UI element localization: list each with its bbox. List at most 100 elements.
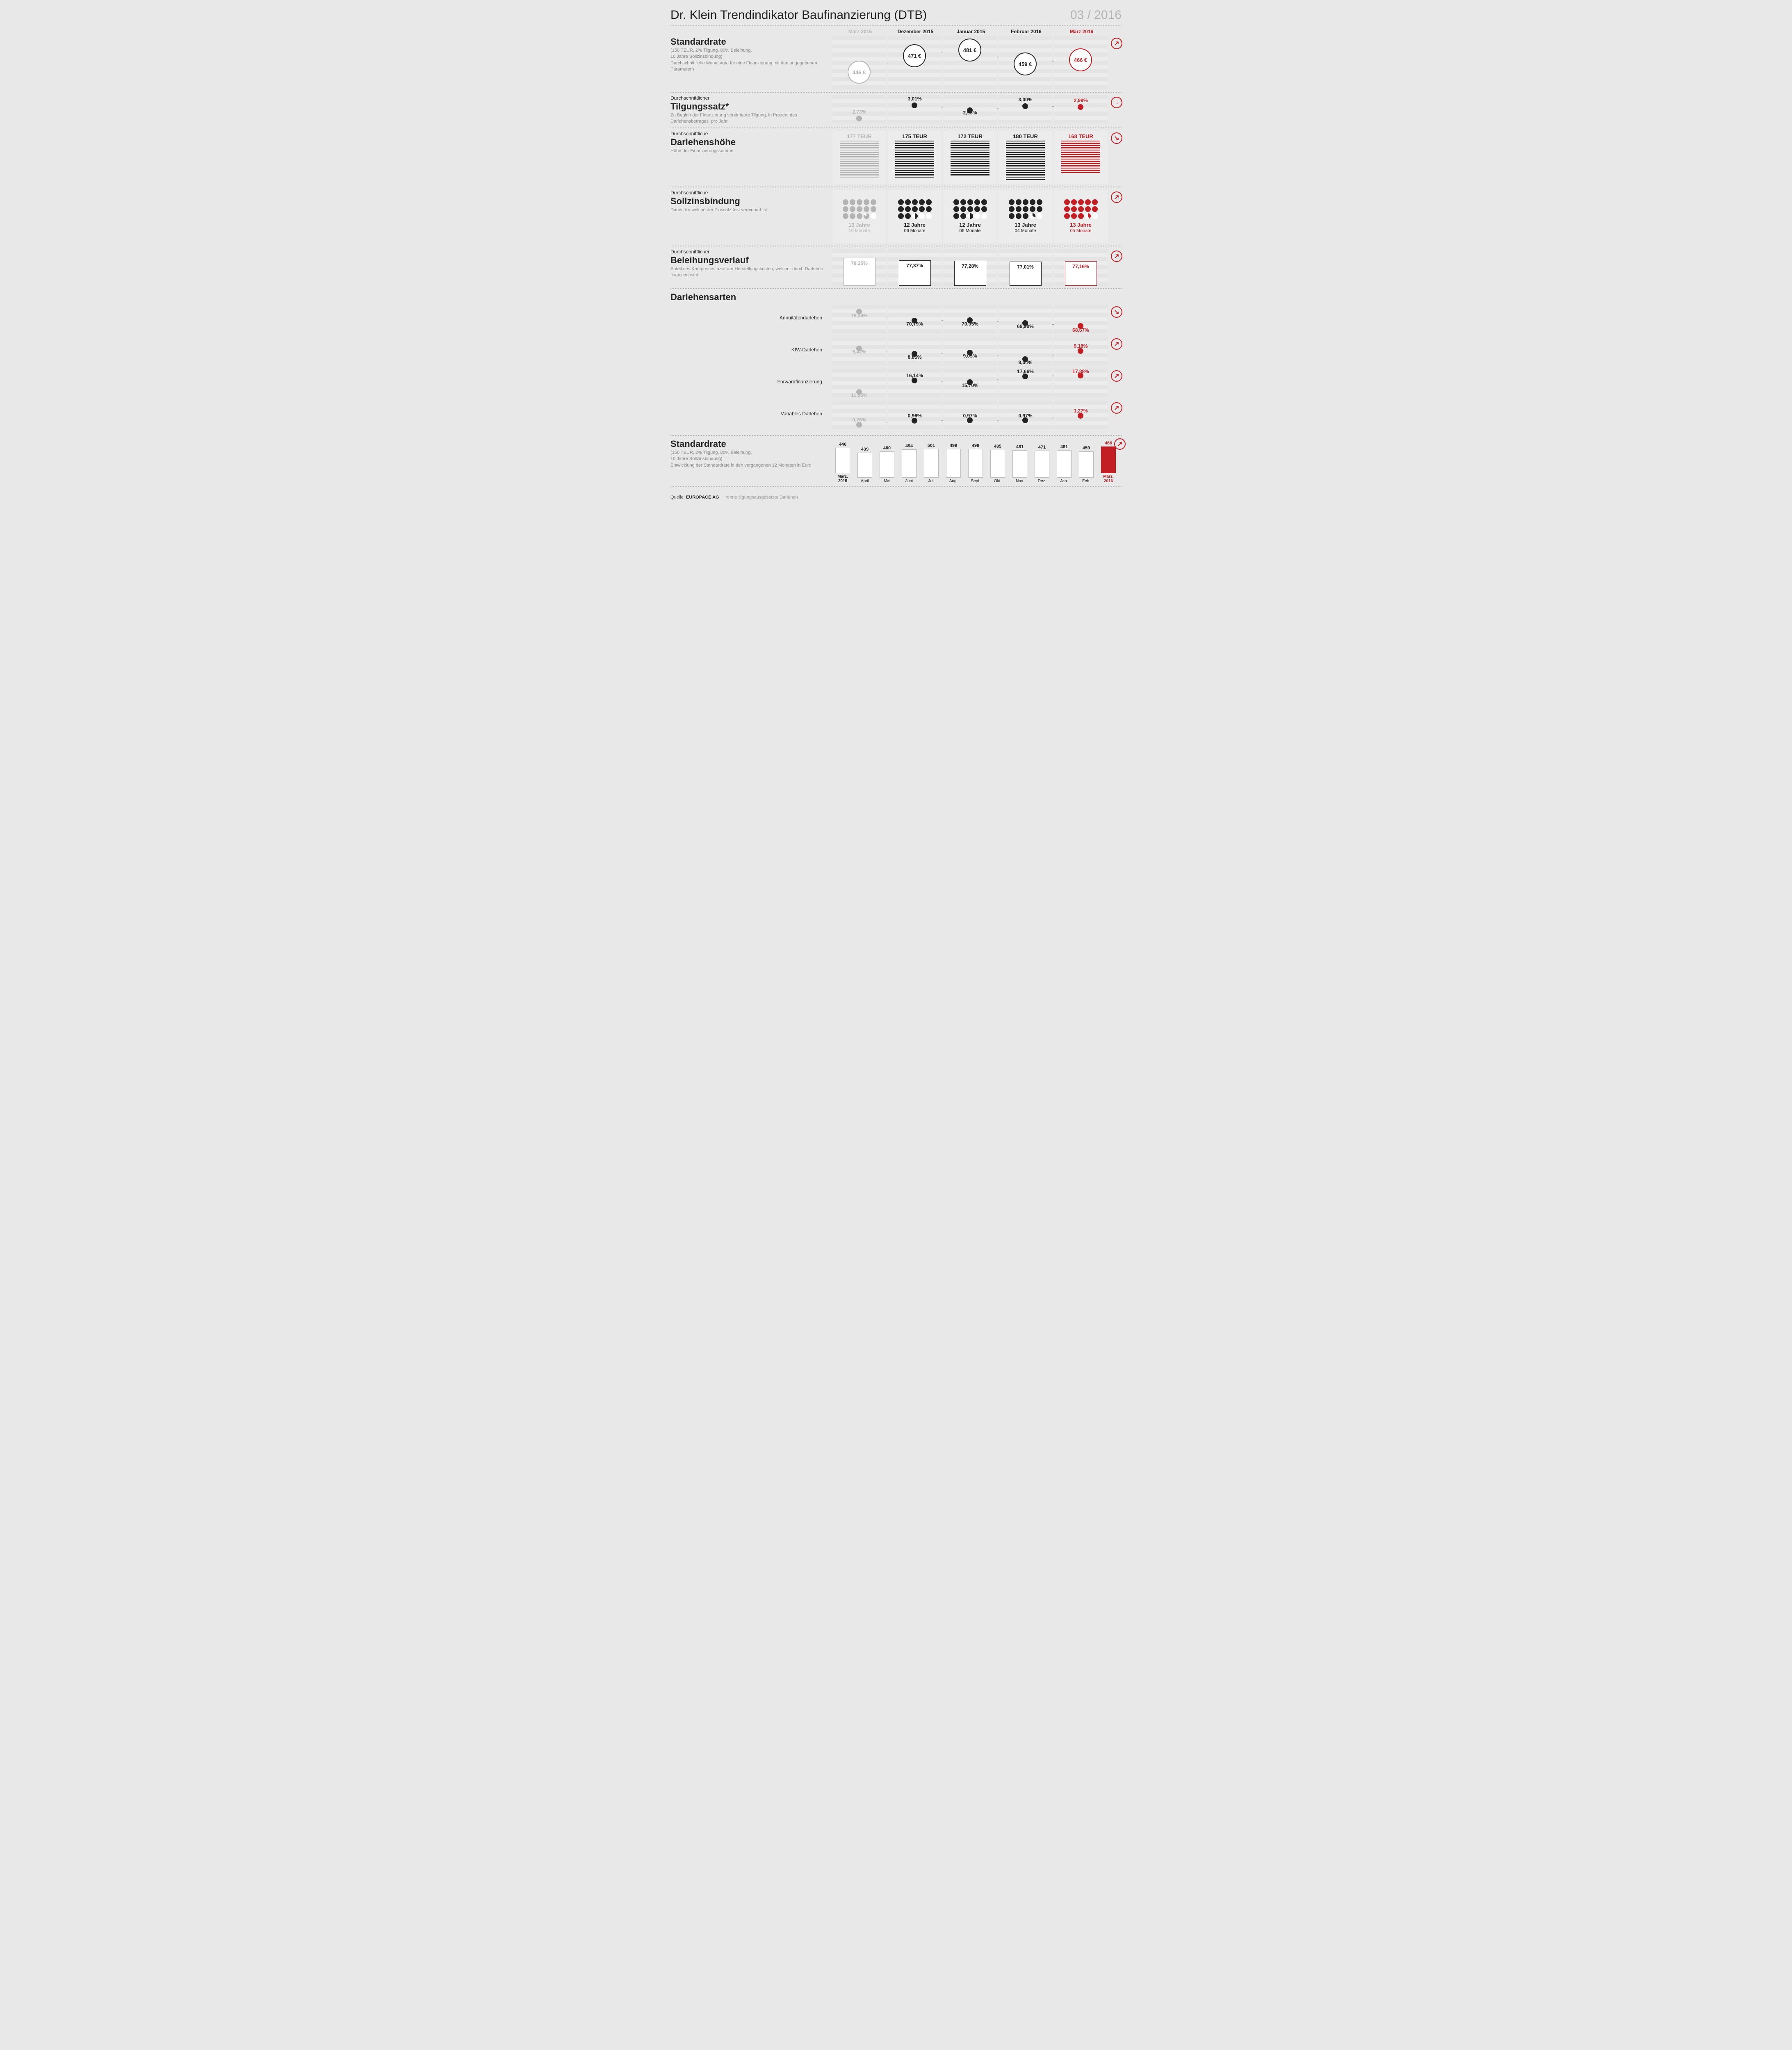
da-cell: 70,95% xyxy=(943,305,997,333)
sz-years: 13 Jahre xyxy=(1015,222,1036,228)
dot-label: 70,95% xyxy=(943,321,997,327)
bar xyxy=(1079,451,1094,478)
da-cell: 9,18% xyxy=(1054,337,1108,365)
beleihung-cells: 78,25% 77,37% 77,28% 77,01% 77,16% ↗ xyxy=(832,249,1108,286)
bar-label: Dez. xyxy=(1038,479,1046,483)
sz-cell: 12 Jahre 06 Monate xyxy=(888,190,942,243)
dot-label: 70,79% xyxy=(888,321,942,327)
col-header: Januar 2015 xyxy=(943,29,999,34)
trend-arrow-icon: ↗ xyxy=(1111,402,1122,414)
bar-label: Okt. xyxy=(994,479,1001,483)
data-dot xyxy=(912,418,917,424)
darlehen-title: Darlehenshöhe xyxy=(670,137,824,148)
sz-years: 12 Jahre xyxy=(959,222,981,228)
tilgung-cells: 2,73% 3,01% 2,93% 3,00% 2,99% → xyxy=(832,95,1108,125)
da-cell: 11,55% xyxy=(832,369,886,397)
da-cell: 75,34% xyxy=(832,305,886,333)
da-row: Annuitätendarlehen 75,34% 70,79% 70,95% … xyxy=(670,305,1122,333)
bar-value: 446 xyxy=(839,442,846,447)
rate-circle: 459 € xyxy=(1014,52,1037,75)
dh-label: 180 TEUR xyxy=(1013,133,1038,139)
dot-cell: 3,00% xyxy=(999,95,1052,124)
footer-source: Quelle: xyxy=(670,495,685,500)
col-header: März 2016 xyxy=(1054,29,1109,34)
dot-label: 2,73% xyxy=(832,109,886,115)
bar xyxy=(924,449,939,478)
da-cell: 70,79% xyxy=(888,305,942,333)
dh-cell: 180 TEUR xyxy=(999,131,1052,184)
da-cell: 17,88% xyxy=(1054,369,1108,397)
data-dot xyxy=(856,116,862,121)
bar-label: Jan. xyxy=(1060,479,1068,483)
sz-cell: 13 Jahre 05 Monate xyxy=(1054,190,1108,243)
da-row-label: Forwardfinanzierung xyxy=(670,369,832,397)
bar-value: 471 xyxy=(1038,445,1046,450)
da-cell: 0,97% xyxy=(999,401,1052,429)
bar-column: 481 Jan. xyxy=(1054,444,1074,483)
bar-column: 494 Juni xyxy=(899,444,919,483)
bar-value: 501 xyxy=(928,443,935,448)
bar-column: 499 Aug. xyxy=(943,443,964,483)
da-cells: 11,55% 16,14% 15,70% 17,66% 17,88% ↗ xyxy=(832,369,1108,397)
da-cell: 8,85% xyxy=(888,337,942,365)
history-bars: 446 März. 2015 439 April 460 Mai 494 Jun… xyxy=(832,438,1122,483)
bar-value: 494 xyxy=(905,444,913,449)
section-history: Standardrate (150 TEUR, 2% Tilgung, 80% … xyxy=(670,438,1122,483)
bar-label: Nov. xyxy=(1016,479,1024,483)
bar xyxy=(1035,451,1049,478)
da-cell: 17,66% xyxy=(999,369,1052,397)
sollzins-cells: 13 Jahre 10 Monate 12 Jahre 06 Monate 12… xyxy=(832,190,1108,243)
dh-label: 172 TEUR xyxy=(958,133,983,139)
bar xyxy=(857,453,872,478)
da-cells: 75,34% 70,79% 70,95% 69,90% 68,67% ↘ xyxy=(832,305,1108,333)
tilgung-pre: Durchschnittlicher xyxy=(670,95,824,101)
data-dot xyxy=(912,102,917,108)
bar-value: 481 xyxy=(1060,444,1068,449)
da-row-label: Variables Darlehen xyxy=(670,401,832,429)
sz-cell: 13 Jahre 10 Monate xyxy=(832,190,886,243)
dot-grid-icon xyxy=(953,199,987,219)
col-header: Dezember 2015 xyxy=(888,29,943,34)
bl-bar: 77,37% xyxy=(899,260,931,286)
col-header: Februar 2016 xyxy=(999,29,1054,34)
trend-arrow-icon: ↗ xyxy=(1111,251,1122,262)
bar xyxy=(1057,450,1072,478)
standardrate-title: Standardrate xyxy=(670,36,824,47)
bar-column: 471 Dez. xyxy=(1032,445,1052,483)
bar-value: 459 xyxy=(1083,446,1090,451)
da-cell: 16,14% xyxy=(888,369,942,397)
dot-grid-icon xyxy=(843,199,876,219)
section-tilgung: Durchschnittlicher Tilgungssatz* Zu Begi… xyxy=(670,95,1122,125)
dot-cell: 2,73% xyxy=(832,95,886,124)
bar-column: 460 Mai xyxy=(877,446,897,483)
data-dot xyxy=(1022,103,1028,109)
beleihung-sub: Anteil des Kaufpreises bzw. der Herstell… xyxy=(670,266,824,279)
da-cell: 69,90% xyxy=(999,305,1052,333)
da-cell: 1,27% xyxy=(1054,401,1108,429)
dh-cell: 177 TEUR xyxy=(832,131,886,184)
bar-label: April xyxy=(861,479,869,483)
da-row-label: Annuitätendarlehen xyxy=(670,305,832,333)
dot-label: 16,14% xyxy=(888,373,942,378)
trend-arrow-icon: ↗ xyxy=(1111,191,1122,203)
darlehen-cells: 177 TEUR 175 TEUR 172 TEUR 180 TEUR 168 … xyxy=(832,131,1108,184)
bar-column: 499 Sept. xyxy=(965,443,986,483)
bar-column: 481 Nov. xyxy=(1010,444,1030,483)
trend-arrow-icon: ↗ xyxy=(1114,438,1126,450)
dot-cell: 2,99% xyxy=(1054,95,1108,124)
standardrate-sub1: (150 TEUR, 2% Tilgung, 80% Beleihung, 10… xyxy=(670,48,824,60)
bar-label: Aug. xyxy=(949,479,958,483)
da-row-label: KfW-Darlehen xyxy=(670,337,832,365)
arten-title: Darlehensarten xyxy=(670,292,824,303)
dot-cell: 3,01% xyxy=(888,95,942,124)
dh-label: 175 TEUR xyxy=(902,133,927,139)
column-headers: März 2015Dezember 2015Januar 2015Februar… xyxy=(832,29,1122,34)
history-sub2: Entwicklung der Standardrate in den verg… xyxy=(670,462,824,469)
bar-label: Sept. xyxy=(971,479,980,483)
page: Dr. Klein Trendindikator Baufinanzierung… xyxy=(670,8,1122,500)
darlehen-pre: Durchschnittliche xyxy=(670,131,824,137)
sz-months: 04 Monate xyxy=(1015,228,1036,233)
da-row: KfW-Darlehen 9,42% 8,85% 9,05% 8,34% 9,1… xyxy=(670,337,1122,365)
dot-label: 69,90% xyxy=(999,323,1052,329)
history-sub1: (150 TEUR, 2% Tilgung, 80% Beleihung, 10… xyxy=(670,450,824,462)
